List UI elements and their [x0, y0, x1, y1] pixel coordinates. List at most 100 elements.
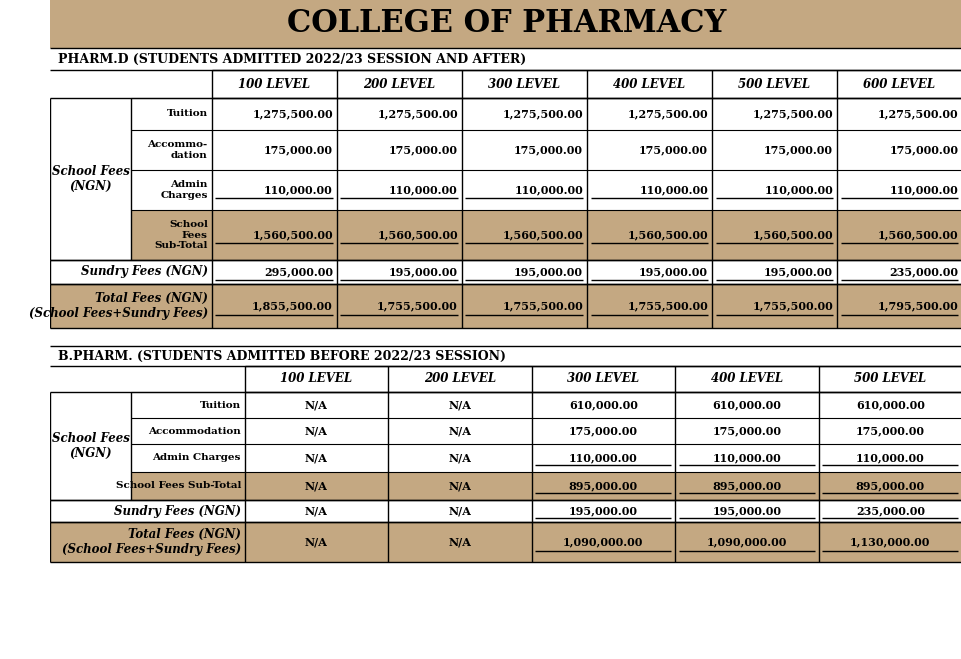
- Text: 110,000.00: 110,000.00: [389, 185, 457, 196]
- Text: 195,000.00: 195,000.00: [388, 266, 457, 277]
- Text: 175,000.00: 175,000.00: [263, 144, 333, 156]
- Bar: [50, 472, 961, 500]
- Text: 600 LEVEL: 600 LEVEL: [863, 78, 934, 90]
- Text: School Fees
(NGN): School Fees (NGN): [52, 165, 130, 193]
- Bar: [50, 444, 961, 472]
- Text: 300 LEVEL: 300 LEVEL: [487, 78, 559, 90]
- Text: 175,000.00: 175,000.00: [388, 144, 457, 156]
- Text: 175,000.00: 175,000.00: [711, 426, 780, 436]
- Text: 895,000.00: 895,000.00: [711, 480, 780, 492]
- Bar: [50, 70, 961, 98]
- Text: 175,000.00: 175,000.00: [763, 144, 832, 156]
- Text: 1,275,500.00: 1,275,500.00: [377, 109, 457, 119]
- Text: B.PHARM. (STUDENTS ADMITTED BEFORE 2022/23 SESSION): B.PHARM. (STUDENTS ADMITTED BEFORE 2022/…: [58, 349, 505, 362]
- Text: 235,000.00: 235,000.00: [888, 266, 957, 277]
- Text: 1,090,000.00: 1,090,000.00: [706, 536, 786, 548]
- Text: 110,000.00: 110,000.00: [514, 185, 582, 196]
- Text: 1,560,500.00: 1,560,500.00: [627, 229, 707, 241]
- Text: 400 LEVEL: 400 LEVEL: [612, 78, 684, 90]
- Bar: [50, 284, 961, 328]
- Text: 100 LEVEL: 100 LEVEL: [280, 372, 352, 386]
- Text: N/A: N/A: [448, 426, 471, 436]
- Text: 110,000.00: 110,000.00: [264, 185, 333, 196]
- Text: 500 LEVEL: 500 LEVEL: [853, 372, 925, 386]
- Bar: [50, 366, 961, 392]
- Text: N/A: N/A: [305, 480, 328, 492]
- Text: Sundry Fees (NGN): Sundry Fees (NGN): [81, 266, 208, 279]
- Text: 110,000.00: 110,000.00: [712, 453, 780, 463]
- Text: 1,560,500.00: 1,560,500.00: [752, 229, 832, 241]
- Text: 110,000.00: 110,000.00: [568, 453, 637, 463]
- Text: PHARM.D (STUDENTS ADMITTED 2022/23 SESSION AND AFTER): PHARM.D (STUDENTS ADMITTED 2022/23 SESSI…: [58, 53, 526, 65]
- Text: 195,000.00: 195,000.00: [711, 505, 780, 517]
- Text: 400 LEVEL: 400 LEVEL: [710, 372, 782, 386]
- Text: 1,090,000.00: 1,090,000.00: [562, 536, 643, 548]
- Text: 110,000.00: 110,000.00: [639, 185, 707, 196]
- Bar: [50, 98, 131, 260]
- Text: 610,000.00: 610,000.00: [712, 399, 780, 411]
- Bar: [50, 500, 961, 522]
- Text: 1,560,500.00: 1,560,500.00: [502, 229, 582, 241]
- Text: 175,000.00: 175,000.00: [568, 426, 637, 436]
- Text: 195,000.00: 195,000.00: [763, 266, 832, 277]
- Bar: [50, 170, 961, 210]
- Text: N/A: N/A: [448, 399, 471, 411]
- Text: 1,795,500.00: 1,795,500.00: [876, 301, 957, 312]
- Text: Tuition: Tuition: [200, 401, 240, 409]
- Text: 175,000.00: 175,000.00: [855, 426, 924, 436]
- Text: 610,000.00: 610,000.00: [568, 399, 637, 411]
- Text: 110,000.00: 110,000.00: [855, 453, 924, 463]
- Text: 1,130,000.00: 1,130,000.00: [850, 536, 929, 548]
- Text: N/A: N/A: [305, 453, 328, 463]
- Bar: [50, 522, 961, 562]
- Text: 300 LEVEL: 300 LEVEL: [567, 372, 639, 386]
- Text: 1,275,500.00: 1,275,500.00: [876, 109, 957, 119]
- Text: 1,755,500.00: 1,755,500.00: [377, 301, 457, 312]
- Text: 295,000.00: 295,000.00: [263, 266, 333, 277]
- Text: 110,000.00: 110,000.00: [889, 185, 957, 196]
- Text: Admin Charges: Admin Charges: [153, 453, 240, 463]
- Bar: [50, 392, 131, 500]
- Text: 1,275,500.00: 1,275,500.00: [752, 109, 832, 119]
- Text: 200 LEVEL: 200 LEVEL: [424, 372, 496, 386]
- Text: 1,755,500.00: 1,755,500.00: [752, 301, 832, 312]
- Text: 195,000.00: 195,000.00: [513, 266, 582, 277]
- Text: 1,560,500.00: 1,560,500.00: [876, 229, 957, 241]
- Text: Total Fees (NGN)
(School Fees+Sundry Fees): Total Fees (NGN) (School Fees+Sundry Fee…: [29, 292, 208, 320]
- Text: 1,275,500.00: 1,275,500.00: [627, 109, 707, 119]
- Bar: [50, 260, 961, 284]
- Text: N/A: N/A: [448, 536, 471, 548]
- Bar: [50, 392, 961, 418]
- Text: 175,000.00: 175,000.00: [638, 144, 707, 156]
- Text: 1,560,500.00: 1,560,500.00: [252, 229, 333, 241]
- Text: Admin
Charges: Admin Charges: [160, 181, 208, 200]
- Text: 1,275,500.00: 1,275,500.00: [252, 109, 333, 119]
- Text: 100 LEVEL: 100 LEVEL: [237, 78, 309, 90]
- Text: 235,000.00: 235,000.00: [855, 505, 924, 517]
- Text: N/A: N/A: [448, 505, 471, 517]
- Text: 1,275,500.00: 1,275,500.00: [502, 109, 582, 119]
- Text: N/A: N/A: [448, 480, 471, 492]
- Bar: [50, 130, 961, 170]
- Text: COLLEGE OF PHARMACY: COLLEGE OF PHARMACY: [286, 9, 726, 40]
- Text: 895,000.00: 895,000.00: [568, 480, 637, 492]
- Text: 175,000.00: 175,000.00: [513, 144, 582, 156]
- Text: 200 LEVEL: 200 LEVEL: [362, 78, 434, 90]
- Bar: [50, 0, 961, 48]
- Bar: [50, 418, 961, 444]
- Text: 895,000.00: 895,000.00: [855, 480, 924, 492]
- Text: 610,000.00: 610,000.00: [855, 399, 924, 411]
- Text: Accommo-
dation: Accommo- dation: [147, 140, 208, 159]
- Text: 1,855,500.00: 1,855,500.00: [252, 301, 333, 312]
- Text: N/A: N/A: [448, 453, 471, 463]
- Text: Total Fees (NGN)
(School Fees+Sundry Fees): Total Fees (NGN) (School Fees+Sundry Fee…: [62, 528, 240, 556]
- Bar: [50, 98, 961, 130]
- Text: 1,755,500.00: 1,755,500.00: [502, 301, 582, 312]
- Text: N/A: N/A: [305, 505, 328, 517]
- Text: School Fees Sub-Total: School Fees Sub-Total: [115, 482, 240, 490]
- Text: 175,000.00: 175,000.00: [888, 144, 957, 156]
- Text: N/A: N/A: [305, 426, 328, 436]
- Bar: [50, 210, 961, 260]
- Text: Accommodation: Accommodation: [148, 426, 240, 436]
- Text: Sundry Fees (NGN): Sundry Fees (NGN): [113, 505, 240, 517]
